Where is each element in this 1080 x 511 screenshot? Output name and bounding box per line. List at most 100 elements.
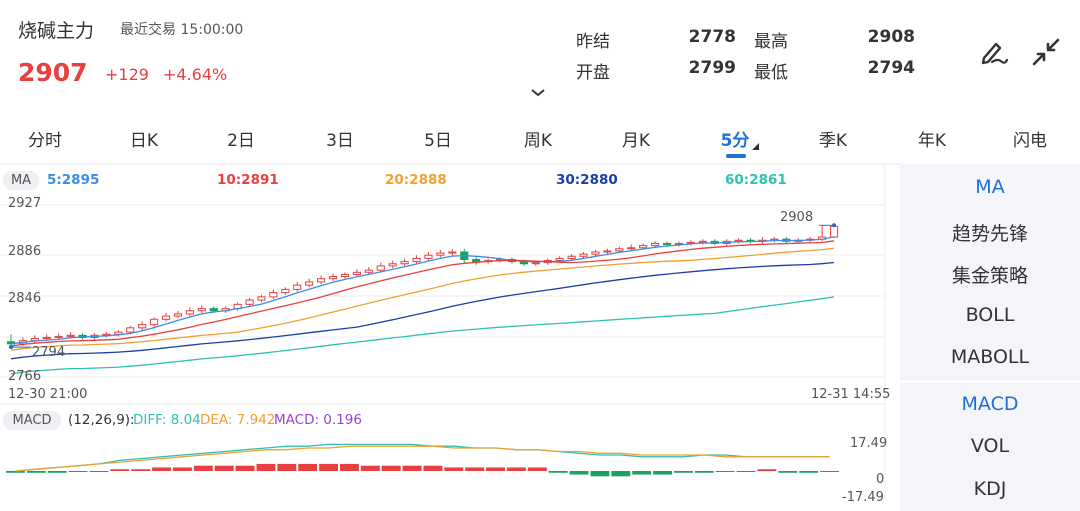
low-label: 最低 [754, 63, 788, 83]
macd-bar [193, 465, 213, 471]
candle-body [388, 263, 397, 267]
ma-line-60 [10, 296, 835, 375]
candle-body [829, 225, 839, 238]
macd-badge[interactable]: MACD [3, 411, 61, 430]
draw-pen-icon[interactable] [978, 36, 1010, 68]
macd-bar [47, 471, 67, 473]
candle-body [603, 250, 612, 253]
candle-body [245, 299, 254, 305]
macd-bar [569, 471, 589, 475]
indicator-boll[interactable]: BOLL [965, 304, 1015, 326]
indicator-gold-strategy[interactable]: 集金策略 [951, 265, 1028, 287]
candle-body [340, 273, 350, 278]
chevron-down-icon[interactable] [530, 88, 546, 98]
candle-body [150, 318, 159, 326]
candle-body [662, 242, 672, 246]
macd-bar [465, 467, 485, 471]
macd-bar [319, 463, 338, 471]
candle-body [555, 257, 564, 262]
candle-body [376, 265, 385, 271]
macd-axis-top: 17.49 [850, 436, 888, 451]
prev-settle-label: 昨结 [576, 32, 610, 52]
time-axis-start: 12-30 21:00 [8, 387, 88, 402]
indicator-maboll[interactable]: MABOLL [950, 346, 1030, 368]
candle-body [185, 310, 194, 315]
macd-bar [214, 465, 234, 471]
indicator-panel [900, 164, 1080, 511]
candle-body [579, 253, 588, 257]
macd-bar [6, 471, 25, 473]
candle-body [161, 315, 171, 320]
macd-bar [674, 471, 693, 473]
macd-bar [277, 463, 297, 471]
candle-body [173, 313, 183, 317]
macd-bar [486, 467, 505, 471]
macd-bar [402, 465, 422, 471]
macd-dea-line [15, 445, 830, 472]
prev-settle-value: 2778 [688, 27, 736, 47]
indicator-ma[interactable]: MA [975, 176, 1005, 198]
indicator-vol[interactable]: VOL [970, 435, 1010, 457]
ma5-value: 5:2895 [47, 172, 100, 188]
open-label: 开盘 [576, 63, 610, 83]
candle-body [257, 296, 266, 301]
macd-bar [611, 471, 631, 477]
tab-10[interactable]: 闪电 [1013, 131, 1047, 151]
indicator-panel-divider [900, 380, 1080, 383]
tab-5[interactable]: 周K [523, 131, 553, 151]
candle-body [364, 269, 373, 273]
tab-2[interactable]: 2日 [227, 131, 255, 151]
high-marker-dot [832, 223, 837, 228]
tab-1[interactable]: 日K [129, 131, 159, 151]
candle-body [531, 262, 540, 265]
tab-8[interactable]: 季K [818, 131, 848, 151]
collapse-arrows-icon[interactable] [1030, 36, 1062, 68]
ma20-value: 20:2888 [385, 172, 447, 188]
tab-0[interactable]: 分时 [28, 131, 62, 151]
macd-bar [799, 471, 819, 473]
candle-body [436, 252, 445, 256]
macd-dea: DEA: 7.942 [200, 412, 276, 428]
tab-3[interactable]: 3日 [326, 131, 354, 151]
low-annotation: 2794 [32, 345, 66, 360]
macd-bar [235, 465, 255, 471]
high-annotation: 2908 [780, 210, 814, 225]
candle-body [424, 254, 433, 259]
tab-9[interactable]: 年K [917, 131, 947, 151]
ma-line-10 [10, 240, 835, 347]
macd-axis-zero: 0 [876, 472, 885, 487]
time-axis-end: 12-31 14:55 [811, 387, 891, 402]
candle-body [126, 327, 135, 333]
price-axis-mid-low: 2846 [8, 291, 42, 306]
macd-bar [256, 463, 276, 471]
candle-body [66, 334, 75, 337]
ma-badge[interactable]: MA [3, 171, 39, 190]
indicator-macd[interactable]: MACD [961, 393, 1019, 415]
tab-6[interactable]: 月K [621, 131, 651, 151]
candle-body [698, 240, 707, 243]
macd-bar [26, 471, 46, 473]
tab-7[interactable]: 5分 [720, 131, 750, 151]
ma60-value: 60:2861 [725, 172, 787, 188]
macd-bar [757, 469, 777, 471]
low-marker-dot [8, 345, 13, 350]
tab-dropdown-caret-icon[interactable] [752, 143, 759, 150]
macd-params: (12,26,9): [68, 412, 135, 428]
indicator-trend-pioneer[interactable]: 趋势先锋 [951, 223, 1028, 245]
contract-title: 烧碱主力 [18, 20, 95, 42]
kline-chart[interactable] [0, 0, 900, 511]
macd-bar [152, 467, 171, 471]
open-value: 2799 [688, 58, 736, 78]
last-price: 2907 [18, 58, 88, 87]
candle-body [627, 247, 636, 250]
macd-bar [715, 471, 735, 472]
indicator-kdj[interactable]: KDJ [973, 478, 1007, 500]
tab-4[interactable]: 5日 [424, 131, 452, 151]
active-tab-indicator [726, 154, 746, 158]
macd-bar [131, 469, 151, 471]
ma-line-20 [10, 247, 835, 351]
macd-bar [360, 465, 380, 471]
macd-bar [340, 463, 359, 471]
macd-bar [444, 467, 464, 471]
candle-body [54, 335, 63, 338]
